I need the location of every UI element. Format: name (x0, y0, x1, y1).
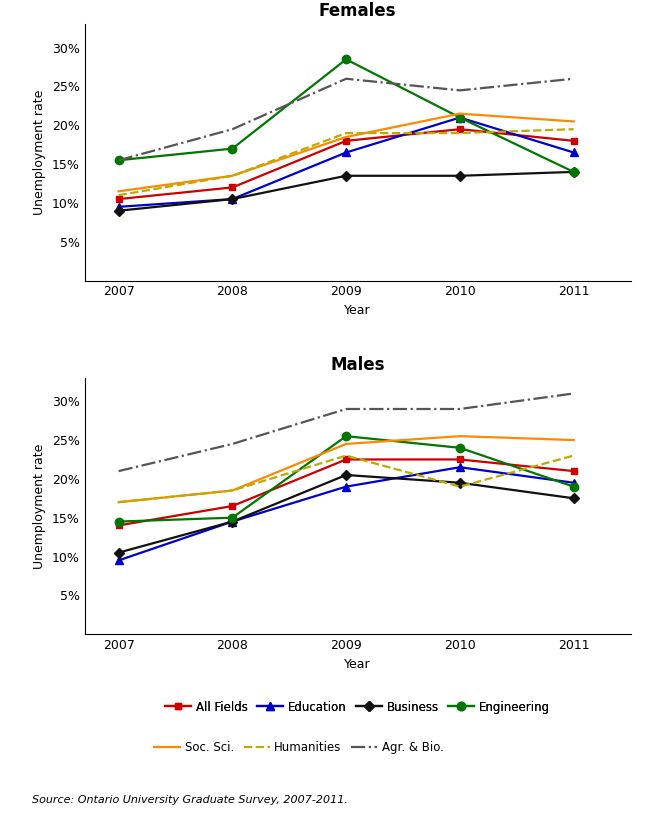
Title: Females: Females (318, 2, 396, 20)
X-axis label: Year: Year (344, 304, 370, 317)
Y-axis label: Unemployment rate: Unemployment rate (33, 89, 46, 215)
Text: Source: Ontario University Graduate Survey, 2007-2011.: Source: Ontario University Graduate Surv… (32, 795, 348, 805)
Legend: Soc. Sci., Humanities, Agr. & Bio.: Soc. Sci., Humanities, Agr. & Bio. (154, 741, 444, 754)
X-axis label: Year: Year (344, 658, 370, 671)
Legend: All Fields, Education, Business, Engineering: All Fields, Education, Business, Enginee… (165, 701, 550, 714)
Y-axis label: Unemployment rate: Unemployment rate (33, 443, 46, 569)
Title: Males: Males (330, 355, 385, 374)
